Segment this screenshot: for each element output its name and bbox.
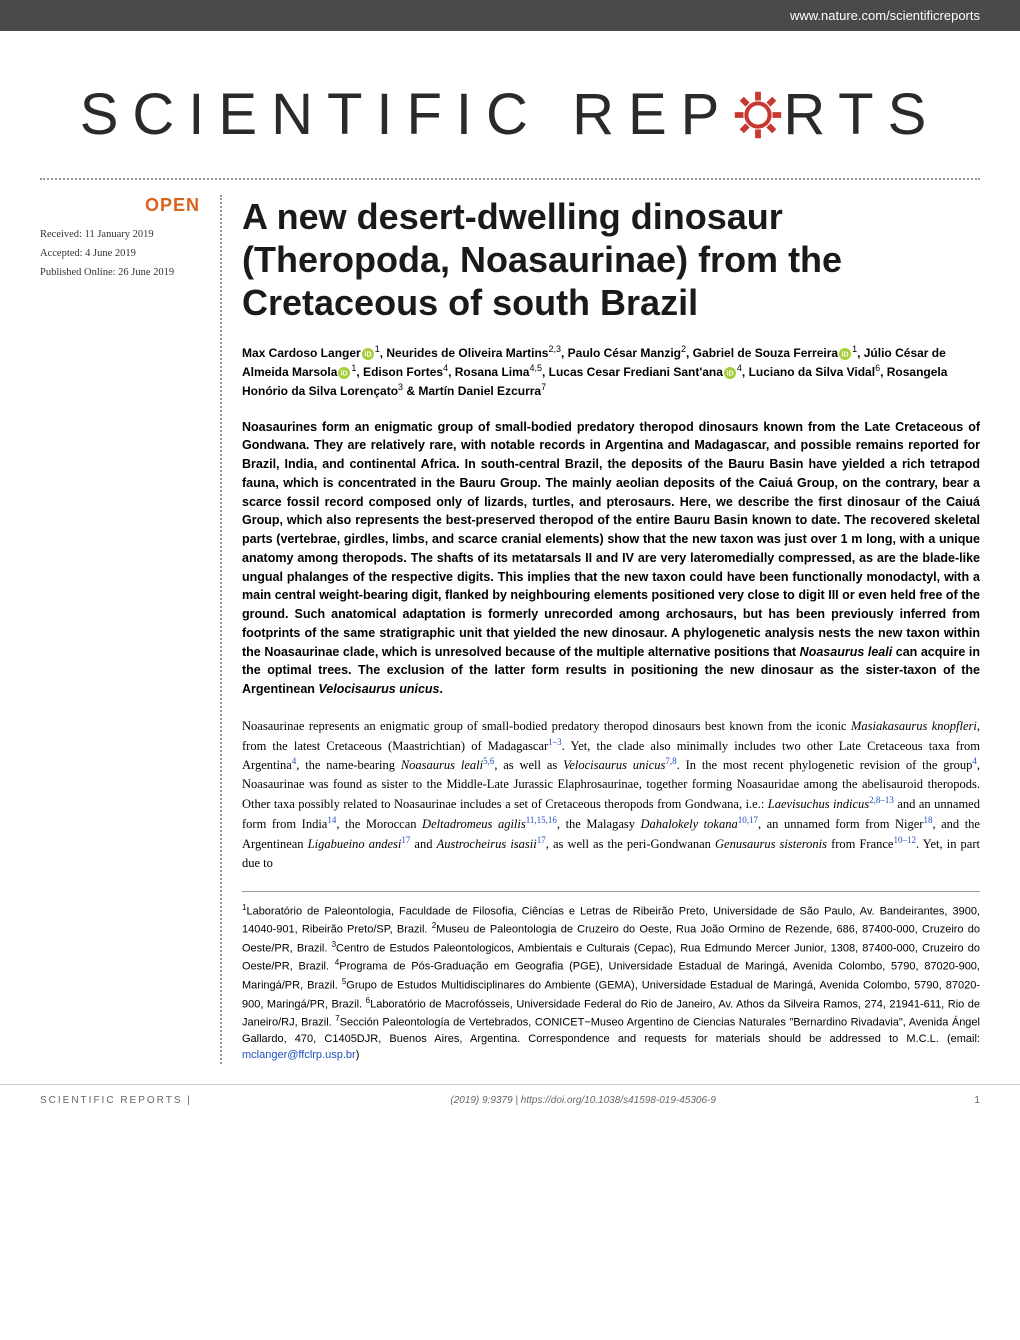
introduction: Noasaurinae represents an enigmatic grou… [242, 717, 980, 873]
svg-text:iD: iD [364, 352, 371, 359]
footer-citation: (2019) 9:9379 | https://doi.org/10.1038/… [450, 1095, 716, 1106]
published-date: Published Online: 26 June 2019 [40, 264, 200, 283]
journal-name-part3: RTS [783, 81, 940, 148]
orcid-icon: iD [724, 366, 736, 378]
journal-logo: SCIENTIFIC REP RTS [0, 31, 1020, 178]
affiliations: 1Laboratório de Paleontologia, Faculdade… [242, 891, 980, 1064]
publication-dates: Received: 11 January 2019 Accepted: 4 Ju… [40, 226, 200, 283]
header-url[interactable]: www.nature.com/scientificreports [790, 8, 980, 23]
open-access-badge: OPEN [40, 195, 200, 216]
received-date: Received: 11 January 2019 [40, 226, 200, 245]
abstract: Noasaurines form an enigmatic group of s… [242, 418, 980, 699]
svg-text:iD: iD [842, 352, 849, 359]
svg-text:iD: iD [341, 371, 348, 378]
divider [40, 178, 980, 180]
orcid-icon: iD [338, 366, 350, 378]
footer: SCIENTIFIC REPORTS | (2019) 9:9379 | htt… [0, 1084, 1020, 1116]
authors-list: Max Cardoso LangeriD1, Neurides de Olive… [242, 343, 980, 400]
journal-name-part2: REP [572, 81, 733, 148]
left-column: OPEN Received: 11 January 2019 Accepted:… [40, 195, 220, 1064]
journal-name-part1: SCIENTIFIC [80, 81, 542, 148]
svg-text:iD: iD [726, 371, 733, 378]
content-area: OPEN Received: 11 January 2019 Accepted:… [0, 195, 1020, 1064]
header-bar: www.nature.com/scientificreports [0, 0, 1020, 31]
journal-name: SCIENTIFIC REP RTS [80, 81, 941, 148]
accepted-date: Accepted: 4 June 2019 [40, 245, 200, 264]
article-title: A new desert-dwelling dinosaur (Theropod… [242, 195, 980, 325]
orcid-icon: iD [362, 347, 374, 359]
right-column: A new desert-dwelling dinosaur (Theropod… [220, 195, 980, 1064]
footer-journal: SCIENTIFIC REPORTS | [40, 1095, 192, 1106]
gear-icon [729, 86, 787, 144]
orcid-icon: iD [839, 347, 851, 359]
footer-page: 1 [974, 1095, 980, 1106]
